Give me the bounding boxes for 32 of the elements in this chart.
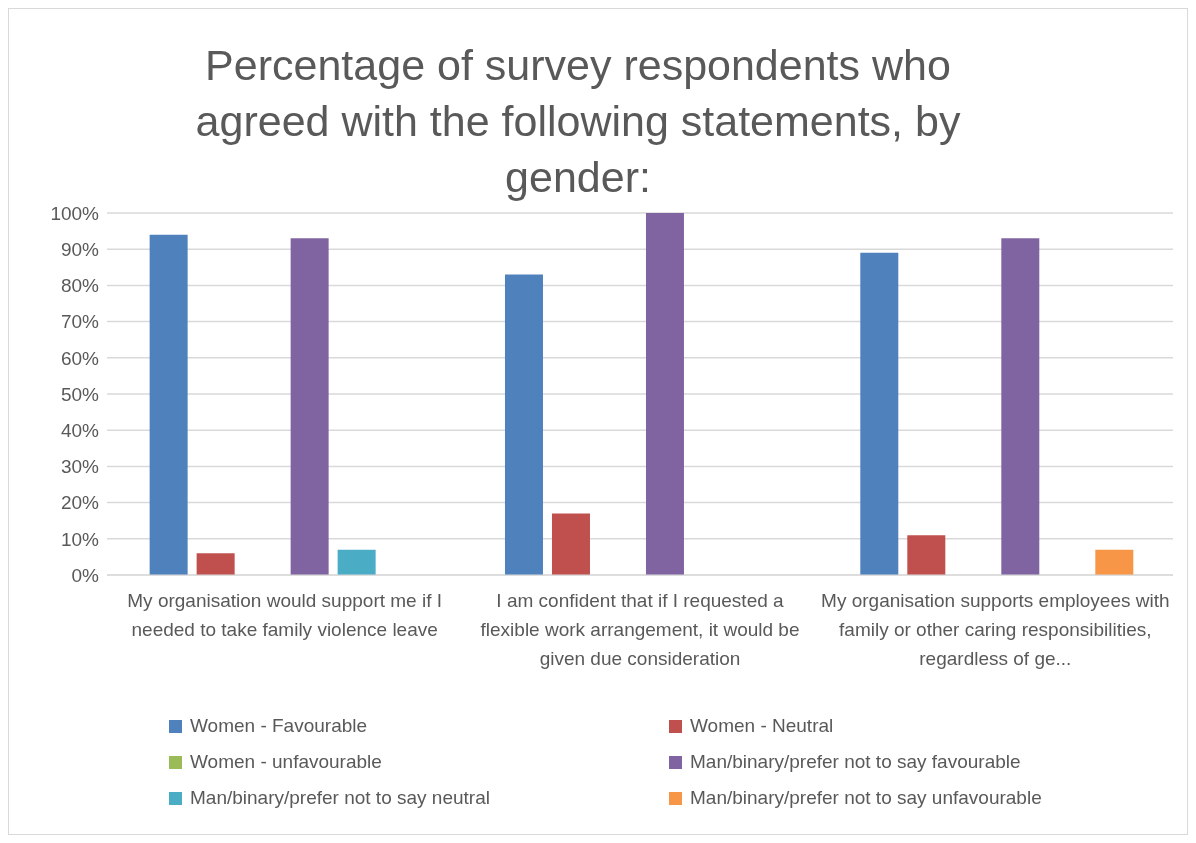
y-tick-label: 40% <box>60 419 100 441</box>
y-tick-label: 80% <box>60 275 100 297</box>
bar <box>645 213 684 575</box>
legend-label: Man/binary/prefer not to say neutral <box>190 787 490 809</box>
y-tick-label: 50% <box>60 383 100 405</box>
legend-label: Man/binary/prefer not to say unfavourable <box>690 787 1042 809</box>
bar <box>196 553 235 575</box>
x-tick-label: I am confident that if I requested a flexible work arrangement, it would be given due consideration <box>480 590 800 669</box>
legend-label: Women - Neutral <box>690 715 834 737</box>
legend-label: Women - unfavourable <box>190 751 382 773</box>
legend-label: Women - Favourable <box>190 715 368 737</box>
bar <box>907 535 946 575</box>
y-tick-label: 20% <box>60 492 100 514</box>
y-tick-label: 70% <box>60 311 100 333</box>
x-tick-label: My organisation supports employees with family or other caring responsibilities, regardless of ge... <box>821 590 1170 669</box>
bar <box>860 252 899 575</box>
bar <box>149 234 188 575</box>
x-tick-label: My organisation would support me if I needed to take family violence leave <box>127 590 443 640</box>
y-tick-label: 10% <box>60 528 100 550</box>
bar <box>504 274 543 575</box>
bar <box>551 513 590 575</box>
bar <box>337 549 376 575</box>
y-tick-label: 30% <box>60 456 100 478</box>
y-tick-label: 90% <box>60 238 100 260</box>
y-tick-label: 100% <box>50 202 100 224</box>
legend-label: Man/binary/prefer not to say favourable <box>690 751 1021 773</box>
chart-title: Percentage of survey respondents who agreed with the following statements, by gender: <box>195 41 961 201</box>
y-tick-label: 0% <box>71 564 100 586</box>
bar <box>290 238 329 575</box>
y-tick-label: 60% <box>60 347 100 369</box>
bar <box>1095 549 1134 575</box>
bar <box>1001 238 1040 575</box>
